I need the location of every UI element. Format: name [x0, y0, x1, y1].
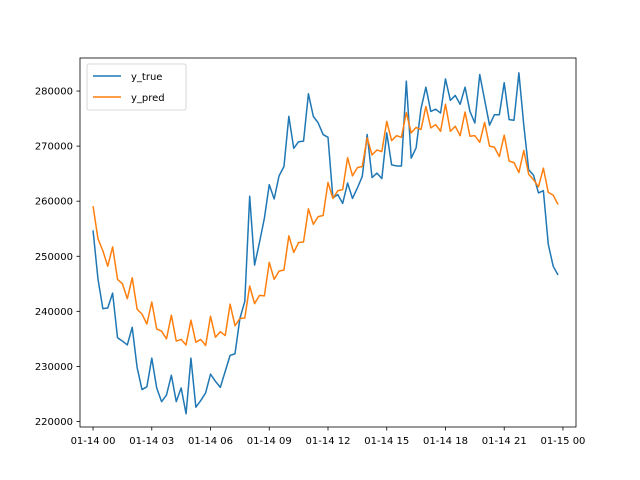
y-tick-label: 250000 [35, 252, 73, 263]
x-tick-label: 01-15 00 [540, 436, 585, 447]
x-tick-label: 01-14 12 [306, 436, 351, 447]
x-tick-label: 01-14 00 [71, 436, 116, 447]
x-tick-label: 01-14 06 [188, 436, 233, 447]
x-tick-label: 01-14 03 [129, 436, 174, 447]
legend-label-y-pred: y_pred [131, 93, 165, 104]
y-tick-label: 240000 [35, 307, 73, 318]
legend: y_true y_pred [86, 63, 187, 111]
y-tick-label: 260000 [35, 197, 73, 208]
x-tick-label: 01-14 09 [247, 436, 292, 447]
x-tick-label: 01-14 15 [364, 436, 409, 447]
series-line-y-pred [92, 103, 559, 347]
x-tick-label: 01-14 21 [482, 436, 527, 447]
series-layer [92, 72, 559, 415]
x-tick-label: 01-14 18 [423, 436, 468, 447]
y-tick-label: 230000 [35, 362, 73, 373]
x-axis: 01-14 00 01-14 03 01-14 06 01-14 09 01-14 12… [71, 427, 585, 447]
legend-label-y-true: y_true [131, 72, 162, 83]
y-tick-label: 280000 [35, 87, 73, 98]
series-line-y-true [92, 72, 559, 415]
y-axis: 220000 230000 240000 250000 260000 270000 2800… [35, 87, 80, 428]
y-tick-label: 270000 [35, 142, 73, 153]
y-tick-label: 220000 [35, 417, 73, 428]
